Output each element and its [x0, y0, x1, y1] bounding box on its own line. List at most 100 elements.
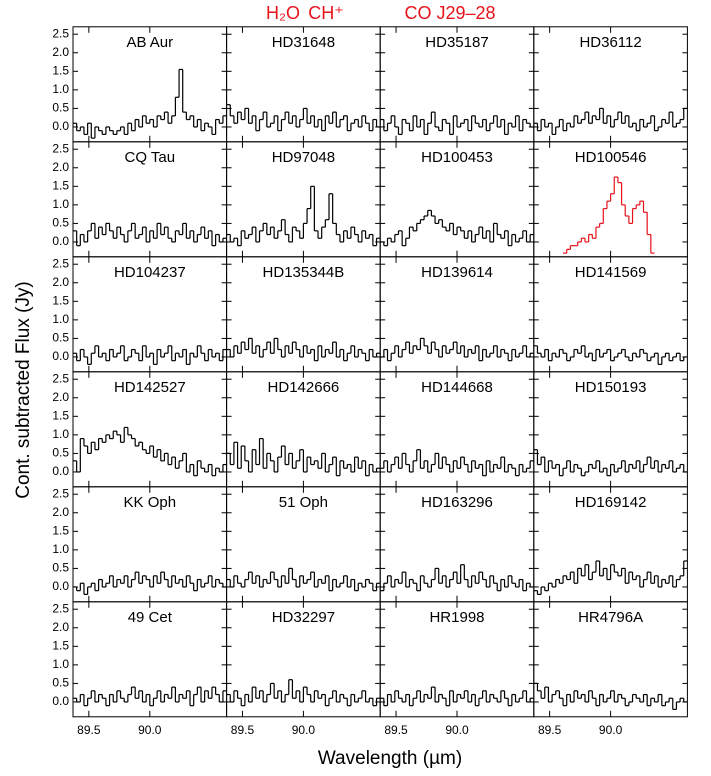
- y-tick-label: 2.5: [52, 371, 69, 385]
- spectrum: [226, 337, 381, 362]
- panel-title: 51 Oph: [279, 494, 328, 511]
- panel-title: HD104237: [114, 264, 186, 281]
- y-tick-label: 1.5: [52, 638, 69, 652]
- x-tick-label: 89.5: [538, 723, 562, 737]
- y-tick-label: 1.0: [52, 427, 69, 441]
- y-tick-label: 1.0: [52, 82, 69, 96]
- step-connector: [383, 112, 531, 135]
- step-connector: [229, 438, 378, 476]
- spectrum: [226, 185, 381, 247]
- y-tick-label: 0.5: [52, 331, 69, 345]
- y-tick-label: 1.5: [52, 178, 69, 192]
- panel-title: KK Oph: [124, 494, 177, 511]
- panel-title: HD142666: [268, 379, 340, 396]
- y-tick-label: 0.5: [52, 101, 69, 115]
- step-connector: [76, 223, 224, 246]
- spectrum: [73, 426, 227, 477]
- panel-title: HD100453: [421, 149, 493, 166]
- y-tick-label: 0.5: [52, 216, 69, 230]
- spectrum: [380, 449, 534, 477]
- spectrum: [226, 104, 381, 132]
- x-tick-label: 90.0: [292, 723, 316, 737]
- x-tick-label: 89.5: [231, 723, 255, 737]
- spectrum: [226, 437, 381, 477]
- y-tick-label: 0.0: [52, 579, 69, 593]
- spectrum: [73, 68, 227, 139]
- panel-title: HD169142: [575, 494, 647, 511]
- panel-title: HD139614: [421, 264, 493, 281]
- x-axis-label: Wavelength (µm): [318, 748, 462, 769]
- x-tick-label: 89.5: [77, 723, 101, 737]
- line-annotation: CO J29–28: [404, 3, 495, 23]
- panel-title: HD144668: [421, 379, 493, 396]
- y-tick-label: 0.0: [52, 694, 69, 708]
- step-connector: [76, 427, 224, 476]
- panel-title: 49 Cet: [128, 609, 173, 626]
- step-connector: [229, 186, 378, 246]
- spectrum: [73, 571, 227, 595]
- y-tick-label: 1.5: [52, 63, 69, 77]
- step-connector: [536, 683, 685, 710]
- panel-title: HD150193: [575, 379, 647, 396]
- step-connector: [536, 449, 685, 476]
- panel-title: HD32297: [272, 609, 335, 626]
- step-connector: [536, 560, 685, 595]
- y-tick-label: 1.5: [52, 408, 69, 422]
- spectrum: [533, 107, 688, 135]
- y-tick-label: 2.5: [52, 256, 69, 270]
- spectrum: [380, 209, 534, 247]
- step-connector: [229, 104, 378, 131]
- y-tick-label: 0.5: [52, 676, 69, 690]
- y-tick-label: 0.0: [52, 464, 69, 478]
- y-tick-label: 0.5: [52, 561, 69, 575]
- step-connector: [229, 338, 378, 361]
- line-annotation: CH⁺: [308, 3, 344, 23]
- panel-title: HD141569: [575, 264, 647, 281]
- x-tick-label: 90.0: [599, 723, 623, 737]
- step-connector: [383, 564, 531, 591]
- y-tick-label: 2.0: [52, 620, 69, 634]
- y-tick-label: 2.0: [52, 390, 69, 404]
- spectrum: [533, 345, 688, 365]
- spectrum: [226, 679, 381, 707]
- spectrum: [380, 564, 534, 592]
- step-connector: [76, 345, 224, 365]
- panel-title: HD135344B: [263, 264, 345, 281]
- step-connector: [229, 568, 378, 591]
- step-connector: [383, 210, 531, 246]
- y-tick-label: 2.0: [52, 45, 69, 59]
- step-connector: [383, 338, 531, 361]
- y-tick-label: 2.0: [52, 505, 69, 519]
- panel-title: HD36112: [579, 34, 641, 51]
- spectrum: [380, 337, 534, 362]
- spectrum: [533, 560, 688, 595]
- spectrum: [563, 176, 655, 254]
- panel-title: HD31648: [272, 34, 335, 51]
- panel-title: HR1998: [429, 609, 484, 626]
- spectrum: [380, 111, 534, 135]
- y-tick-label: 2.0: [52, 160, 69, 174]
- y-tick-label: 1.0: [52, 542, 69, 556]
- spectrum: [73, 222, 227, 247]
- y-tick-label: 1.5: [52, 293, 69, 307]
- step-connector: [229, 679, 378, 706]
- panel-title: HD163296: [421, 494, 493, 511]
- x-tick-label: 90.0: [445, 723, 469, 737]
- panel-title: AB Aur: [126, 34, 173, 51]
- panel-title: HD35187: [425, 34, 488, 51]
- x-tick-label: 89.5: [384, 723, 408, 737]
- x-tick-label: 90.0: [138, 723, 162, 737]
- panel-title: HD142527: [114, 379, 186, 396]
- step-connector: [76, 687, 224, 706]
- y-tick-label: 2.5: [52, 26, 69, 40]
- panel-title: HR4796A: [578, 609, 643, 626]
- panel-title: HD97048: [272, 149, 335, 166]
- y-tick-label: 2.5: [52, 601, 69, 615]
- y-tick-label: 1.0: [52, 197, 69, 211]
- spectrum: [533, 449, 688, 477]
- spectrum: [73, 686, 227, 707]
- step-connector: [76, 69, 224, 139]
- y-tick-label: 1.0: [52, 657, 69, 671]
- y-tick-label: 2.5: [52, 141, 69, 155]
